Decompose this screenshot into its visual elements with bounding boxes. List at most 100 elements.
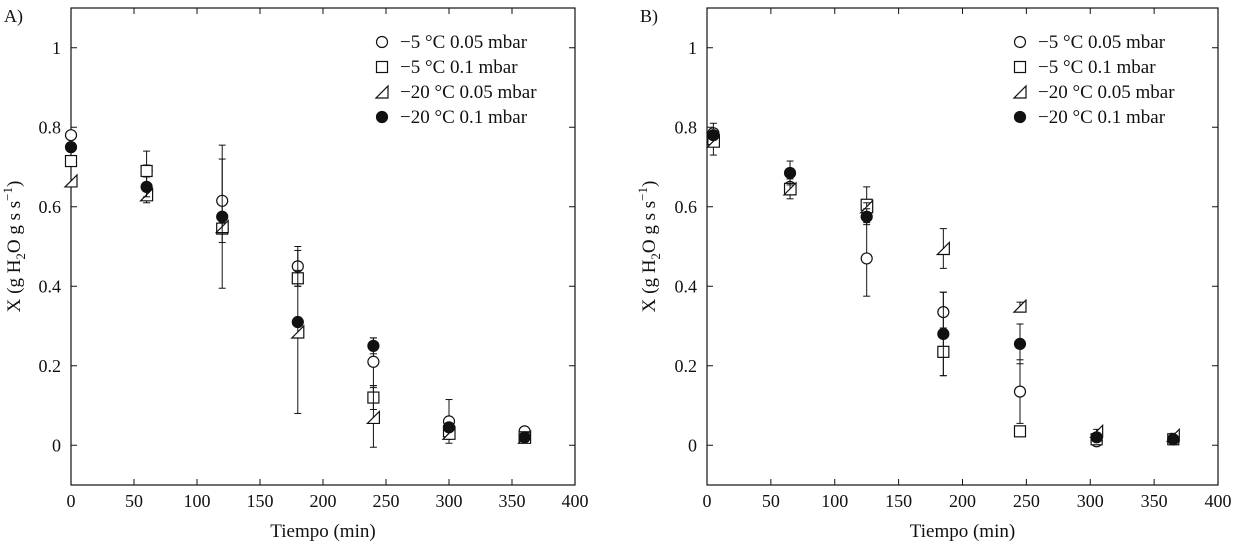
legend-marker-triangle-open: [1012, 84, 1027, 99]
y-axis-title: X (g H2O g s s−1): [0, 181, 28, 313]
series-circle-open: [707, 127, 1180, 448]
x-tick-label: 0: [703, 491, 712, 511]
y-tick-label: 0.2: [39, 356, 62, 376]
data-point: [937, 327, 950, 341]
y-axis-title-part: X (g H: [4, 259, 25, 312]
legend-marker-circle-open: [1013, 35, 1027, 49]
x-tick-label: 100: [821, 491, 848, 511]
x-tick-label: 50: [762, 491, 780, 511]
legend-label: −20 °C 0.1 mbar: [1038, 107, 1166, 128]
legend-marker-triangle-open: [374, 84, 389, 99]
x-tick-label: 250: [1013, 491, 1040, 511]
y-tick-label: 0.8: [675, 117, 698, 137]
legend-label: −5 °C 0.1 mbar: [1038, 57, 1156, 78]
data-point: [442, 421, 456, 434]
data-point: [367, 339, 380, 352]
panel-label: A): [4, 6, 23, 27]
x-tick-label: 150: [885, 491, 912, 511]
data-point: [1012, 298, 1027, 313]
panel-a: A) 0 50 100 150 200 250 300 350 400 0 0.2 0.4 0.6 0.8 1…: [0, 6, 589, 542]
data-point: [140, 164, 153, 178]
legend-marker-circle-filled: [1013, 110, 1027, 124]
y-tick-label: 0.4: [39, 276, 62, 296]
data-point: [64, 129, 78, 142]
y-tick-label: 0.6: [675, 197, 698, 217]
data-point: [860, 252, 873, 265]
data-point: [63, 173, 78, 188]
y-axis-title-part: ): [639, 181, 660, 187]
series-triangle-open: [705, 133, 1180, 442]
data-point: [365, 409, 380, 425]
x-tick-label: 350: [499, 491, 526, 511]
data-point: [707, 129, 720, 142]
x-tick-label: 400: [1205, 491, 1232, 511]
x-tick-label: 50: [125, 491, 143, 511]
y-axis-title-part: 2: [13, 253, 28, 260]
y-axis-title-part: ): [4, 181, 25, 187]
x-tick-label: 0: [67, 491, 76, 511]
legend-label: −20 °C 0.1 mbar: [400, 107, 528, 128]
y-tick-label: 1: [688, 38, 697, 58]
x-tick-label: 300: [436, 491, 463, 511]
y-axis-title-part: O g s s: [4, 201, 25, 253]
data-point: [367, 355, 380, 368]
y-axis-title-part: 2: [648, 253, 663, 260]
y-axis-title-part: O g s s: [639, 201, 660, 253]
data-point: [783, 166, 797, 180]
legend-marker-circle-filled: [375, 110, 389, 124]
legend-marker-circle-open: [375, 35, 389, 49]
data-point: [1013, 425, 1027, 438]
y-axis-title: X (g H2O g s s−1): [635, 181, 663, 313]
series-triangle-open: [63, 173, 532, 448]
data-point: [935, 241, 950, 256]
y-axis-title-part: X (g H: [639, 259, 660, 312]
panel-label: B): [640, 6, 658, 27]
data-point: [216, 210, 229, 223]
x-axis-title: Tiempo (min): [910, 521, 1015, 542]
panel-b: B) 0 50 100 150 200 250 300 350 400 0 0.2 0.4 0.6 0.8 1…: [635, 6, 1232, 542]
legend-label: −5 °C 0.05 mbar: [1038, 32, 1166, 53]
y-tick-label: 0: [688, 435, 697, 455]
x-tick-label: 350: [1141, 491, 1168, 511]
y-tick-label: 0.6: [39, 197, 62, 217]
y-tick-label: 1: [52, 38, 61, 58]
data-point: [1167, 433, 1180, 446]
data-point: [860, 210, 873, 223]
plot-frame: [706, 7, 1219, 486]
data-point: [290, 324, 305, 339]
data-point: [1090, 431, 1103, 444]
x-axis-title: Tiempo (min): [270, 521, 375, 542]
x-tick-label: 400: [562, 491, 589, 511]
legend: −5 °C 0.05 mbar −5 °C 0.1 mbar −20 °C 0.05…: [1012, 32, 1175, 128]
data-point: [1013, 337, 1027, 350]
x-tick-label: 200: [310, 491, 337, 511]
y-tick-label: 0.2: [675, 356, 698, 376]
data-point: [782, 181, 797, 196]
y-axis-title-part: −1: [0, 187, 15, 201]
data-point: [64, 141, 78, 154]
series-square-open: [707, 122, 1180, 446]
data-point: [518, 431, 531, 444]
data-point: [1013, 385, 1027, 398]
legend-label: −5 °C 0.1 mbar: [400, 57, 518, 78]
y-axis-title-part: −1: [635, 187, 650, 201]
x-tick-label: 300: [1077, 491, 1104, 511]
legend-marker-square-open: [1013, 60, 1027, 74]
legend-label: −20 °C 0.05 mbar: [1038, 82, 1175, 103]
y-tick-label: 0.4: [675, 276, 698, 296]
series-circle-filled: [64, 141, 531, 444]
y-tick-label: 0: [52, 435, 61, 455]
legend-label: −20 °C 0.05 mbar: [400, 82, 537, 103]
data-point: [140, 180, 153, 193]
x-tick-label: 150: [247, 491, 274, 511]
x-tick-label: 100: [184, 491, 211, 511]
legend: −5 °C 0.05 mbar −5 °C 0.1 mbar −20 °C 0.05…: [374, 32, 537, 128]
data-point: [64, 154, 78, 168]
data-point: [291, 315, 304, 329]
legend-marker-square-open: [375, 60, 389, 74]
y-tick-label: 0.8: [39, 117, 62, 137]
plot-frame: [70, 7, 576, 486]
x-tick-label: 200: [949, 491, 976, 511]
x-tick-label: 250: [373, 491, 400, 511]
